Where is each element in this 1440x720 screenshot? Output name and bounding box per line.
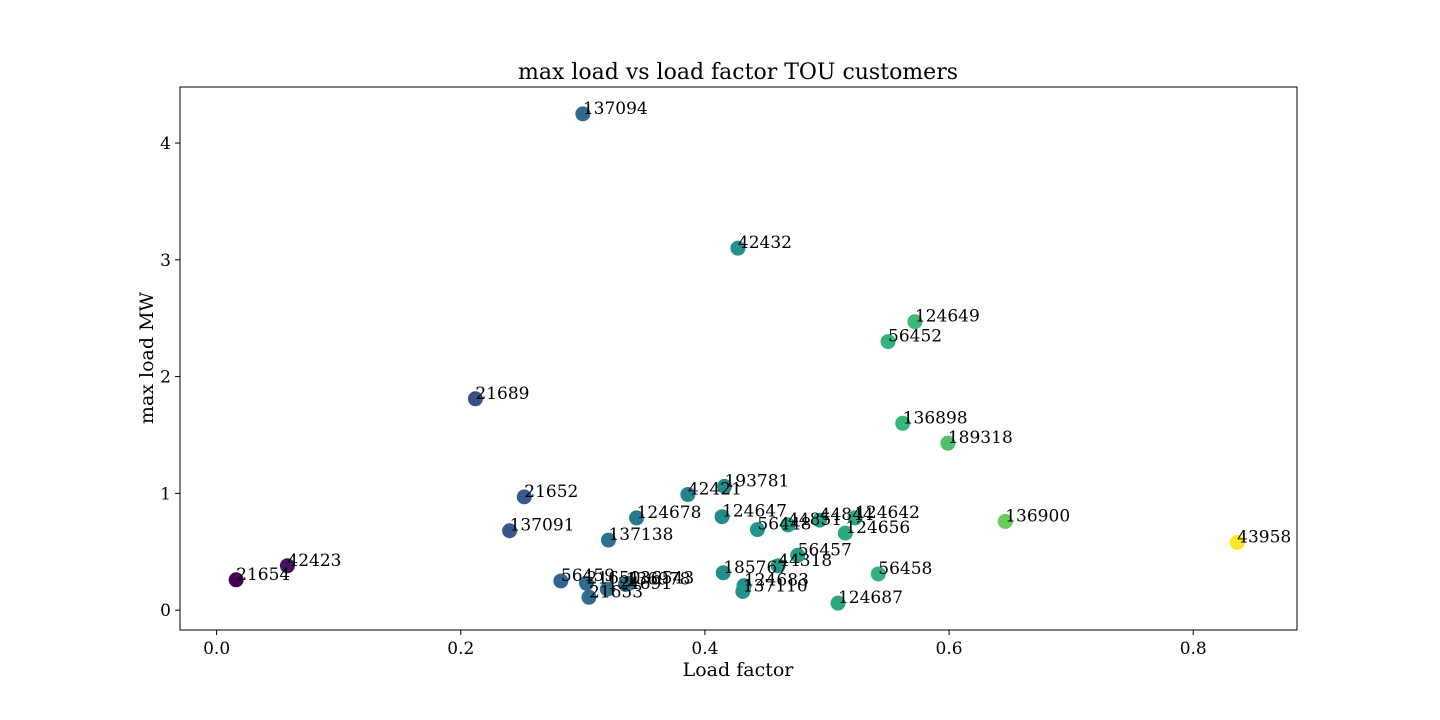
data-point [837,525,853,541]
data-point-label: 137138 [608,525,673,545]
y-tick-label: 3 [160,251,171,271]
data-point [714,509,730,525]
data-point-label: 21653 [589,582,643,602]
y-axis-label: max load MW [136,291,158,424]
data-point [895,415,911,431]
data-point-label: 21654 [236,565,290,585]
y-axis-ticks: 0 1 2 3 4 [160,134,180,621]
data-point-label: 21652 [524,482,578,502]
data-point [581,589,597,605]
data-point-label: 124647 [722,502,787,522]
chart-title: max load vs load factor TOU customers [518,60,958,85]
data-point [830,595,846,611]
data-point [680,487,696,503]
data-point [735,583,751,599]
data-point-label: 124678 [637,503,702,523]
data-point-label: 21689 [475,384,529,404]
data-point-label: 43958 [1237,527,1291,547]
y-tick-label: 2 [160,368,171,388]
data-point-label: 137094 [583,99,648,119]
data-point [575,106,591,122]
data-point-label: 44844 [820,505,874,525]
data-point-label: 56459 [561,566,615,586]
data-point [880,334,896,350]
data-point [730,240,746,256]
x-tick-label: 0.2 [447,639,474,659]
scatter-points [228,106,1245,611]
x-axis-label: Load factor [683,659,795,681]
data-point-label: 136900 [1005,506,1070,526]
data-point [907,314,923,330]
data-point [600,532,616,548]
data-point [279,558,295,574]
data-point [770,558,786,574]
data-point [716,478,732,494]
y-tick-label: 4 [160,134,171,154]
data-point [715,565,731,581]
data-point-label: 124656 [845,518,910,538]
data-point-label: 136898 [903,408,968,428]
data-point-label: 56452 [888,327,942,347]
data-point [228,572,244,588]
data-point-label: 42421 [688,480,742,500]
data-point-label: 137110 [743,576,808,596]
data-point-label: 124642 [855,503,920,523]
data-point-label: 44318 [778,551,832,571]
data-point [467,391,483,407]
data-point-label: 124649 [915,307,980,327]
data-point [553,573,569,589]
data-point [618,576,634,592]
x-axis-ticks: 0.0 0.2 0.4 0.6 0.8 [203,630,1207,659]
x-tick-label: 0.6 [936,639,963,659]
data-point-label: 124683 [744,571,809,591]
data-point [780,517,796,533]
x-tick-label: 0.8 [1180,639,1207,659]
data-point [579,575,595,591]
data-point [749,522,765,538]
data-point-label: 21650 [587,568,641,588]
data-point-label: 56457 [798,540,852,560]
y-tick-label: 0 [160,601,171,621]
data-point-label: 189318 [948,428,1013,448]
data-point [870,566,886,582]
data-point-label: 137091 [510,516,575,536]
data-point-label: 44851 [788,510,842,530]
data-point-label: 193781 [724,471,789,491]
y-tick-label: 1 [160,484,171,504]
data-point-label: 185767 [723,558,788,578]
x-tick-label: 0.4 [691,639,718,659]
data-point-label: 124691 [607,574,672,594]
data-point [847,510,863,526]
data-point [790,547,806,563]
data-point-label: 42432 [738,233,792,253]
data-point [812,512,828,528]
data-point-label: 136978 [626,569,691,589]
data-point [940,435,956,451]
data-point-label: 42423 [287,551,341,571]
plot-area [179,86,1298,631]
data-point [502,523,518,539]
data-point [599,581,615,597]
data-point-label: 56458 [878,559,932,579]
data-point [1229,534,1245,550]
data-point-label: 56448 [757,515,811,535]
data-point [629,510,645,526]
data-point-label: 124687 [838,588,903,608]
data-point [997,513,1013,529]
data-point-label: 136543 [629,568,694,588]
data-point [516,489,532,505]
x-tick-label: 0.0 [203,639,230,659]
